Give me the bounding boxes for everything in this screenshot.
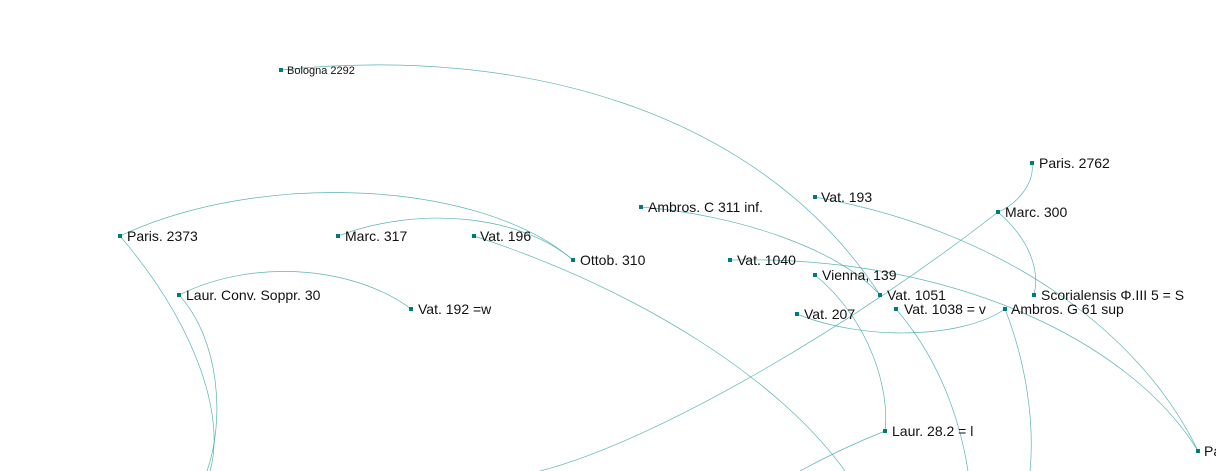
node-ottob-310[interactable]: Ottob. 310 <box>571 252 646 268</box>
edge-vat1038-offscreen <box>895 308 969 471</box>
node-vat-193[interactable]: Vat. 193 <box>813 189 872 205</box>
node-bologna-2292[interactable]: Bologna 2292 <box>279 65 355 77</box>
edge-paris2373-ottob310 <box>119 192 574 261</box>
node-marker <box>279 68 283 72</box>
node-ambros-g61[interactable]: Ambros. G 61 sup <box>1003 301 1124 317</box>
node-vat-196[interactable]: Vat. 196 <box>472 228 531 244</box>
node-pa-cutoff[interactable]: Pa <box>1196 443 1216 459</box>
node-marker <box>813 273 817 277</box>
node-marker <box>1030 161 1034 165</box>
node-marker <box>639 205 643 209</box>
node-marker <box>1032 293 1036 297</box>
node-label: Marc. 317 <box>345 228 407 244</box>
node-label: Laur. Conv. Soppr. 30 <box>186 287 321 303</box>
node-label: Paris. 2373 <box>127 228 198 244</box>
node-marker <box>409 307 413 311</box>
node-marker <box>996 210 1000 214</box>
edge-vat1040-pa <box>729 259 1199 452</box>
node-marc-300[interactable]: Marc. 300 <box>996 204 1067 220</box>
edge-ambrosg61-offscreen <box>1004 308 1032 471</box>
node-label: Vat. 1038 = v <box>904 301 986 317</box>
node-marker <box>883 429 887 433</box>
node-vat-1051[interactable]: Vat. 1051 <box>878 287 946 303</box>
edge-vienna-laur28 <box>814 274 887 432</box>
node-label: Laur. 28.2 = l <box>892 423 973 439</box>
node-label: Vat. 196 <box>480 228 531 244</box>
node-ambros-c311[interactable]: Ambros. C 311 inf. <box>639 199 763 215</box>
node-label: Vat. 1040 <box>737 252 796 268</box>
edge-vat193-pa <box>814 196 1199 452</box>
node-marker <box>894 307 898 311</box>
node-marker <box>118 234 122 238</box>
node-label: Ambros. G 61 sup <box>1011 301 1124 317</box>
edge-vat196-offscreen <box>473 235 846 471</box>
node-label: Vat. 193 <box>821 189 872 205</box>
edge-paris2373-offscreen <box>119 235 215 471</box>
node-marker <box>795 312 799 316</box>
node-label: Marc. 300 <box>1005 204 1067 220</box>
node-laur-conv-soppr-30[interactable]: Laur. Conv. Soppr. 30 <box>177 287 321 303</box>
node-marker <box>472 234 476 238</box>
edge-vat207-ambrosg61 <box>796 308 1006 334</box>
edge-ambros-c311-vat1051 <box>640 206 881 296</box>
node-marker <box>177 293 181 297</box>
node-marker <box>813 195 817 199</box>
node-label: Scorialensis Φ.III 5 = S <box>1041 287 1184 303</box>
node-vat-1040[interactable]: Vat. 1040 <box>728 252 796 268</box>
node-vat-207[interactable]: Vat. 207 <box>795 306 855 322</box>
edges <box>119 64 1199 471</box>
node-marker <box>878 293 882 297</box>
edge-paris2762-marc300 <box>997 162 1033 213</box>
node-paris-2373[interactable]: Paris. 2373 <box>118 228 198 244</box>
node-marker <box>336 234 340 238</box>
node-label: Pa <box>1204 443 1216 459</box>
node-marc-317[interactable]: Marc. 317 <box>336 228 407 244</box>
node-label: Ambros. C 311 inf. <box>648 199 763 215</box>
edge-marc300-scorialensis <box>997 211 1036 296</box>
node-vat-192[interactable]: Vat. 192 =w <box>409 301 492 317</box>
node-label: Vat. 1051 <box>887 287 946 303</box>
node-label: Vienna, 139 <box>822 267 897 283</box>
edge-laur28-offscreen <box>799 430 886 471</box>
edge-bologna-vat1051 <box>280 64 881 296</box>
nodes: Bologna 2292 Paris. 2373 Marc. 317 Vat. … <box>118 65 1216 459</box>
edge-laurconv-offscreen <box>178 294 218 471</box>
node-label: Bologna 2292 <box>287 65 355 77</box>
edge-marc300-offscreen <box>539 211 999 471</box>
node-marker <box>1196 449 1200 453</box>
node-marker <box>571 258 575 262</box>
node-laur-28-2[interactable]: Laur. 28.2 = l <box>883 423 973 439</box>
node-label: Paris. 2762 <box>1039 155 1110 171</box>
node-paris-2762[interactable]: Paris. 2762 <box>1030 155 1110 171</box>
node-label: Vat. 207 <box>804 306 855 322</box>
node-scorialensis[interactable]: Scorialensis Φ.III 5 = S <box>1032 287 1184 303</box>
node-vat-1038[interactable]: Vat. 1038 = v <box>894 301 986 317</box>
node-marker <box>728 258 732 262</box>
node-label: Ottob. 310 <box>580 252 646 268</box>
node-vienna-139[interactable]: Vienna, 139 <box>813 267 897 283</box>
edge-marc317-ottob310 <box>337 217 574 261</box>
edge-laurconv-vat192 <box>178 271 412 310</box>
node-label: Vat. 192 =w <box>418 301 492 317</box>
node-marker <box>1003 307 1007 311</box>
